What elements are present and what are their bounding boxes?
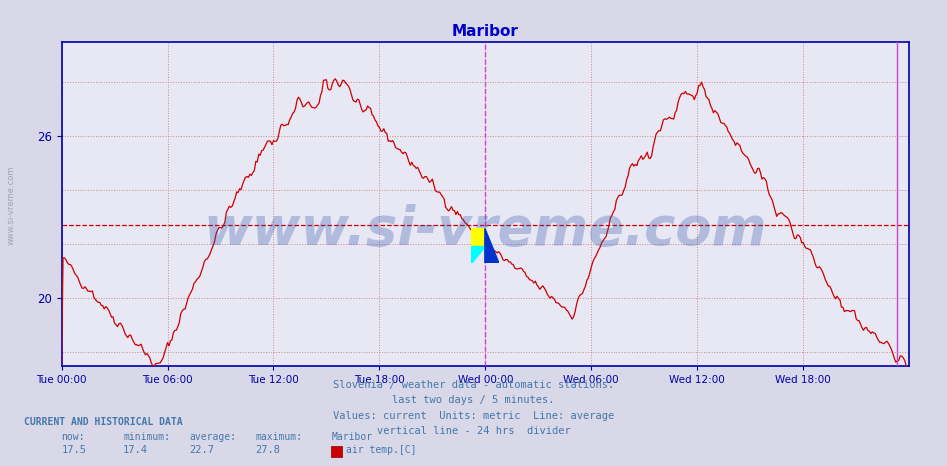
Polygon shape: [471, 228, 485, 246]
Text: minimum:: minimum:: [123, 432, 170, 442]
Text: average:: average:: [189, 432, 237, 442]
Text: maximum:: maximum:: [256, 432, 303, 442]
Text: 27.8: 27.8: [256, 445, 280, 455]
Text: 17.4: 17.4: [123, 445, 148, 455]
Text: Slovenia / weather data - automatic stations.: Slovenia / weather data - automatic stat…: [333, 380, 614, 390]
Text: Values: current  Units: metric  Line: average: Values: current Units: metric Line: aver…: [333, 411, 614, 420]
Text: vertical line - 24 hrs  divider: vertical line - 24 hrs divider: [377, 426, 570, 436]
Text: now:: now:: [62, 432, 85, 442]
Polygon shape: [485, 228, 499, 263]
Polygon shape: [471, 246, 485, 263]
Text: www.si-vreme.com: www.si-vreme.com: [7, 165, 16, 245]
Text: Maribor: Maribor: [331, 432, 372, 442]
Text: 17.5: 17.5: [62, 445, 86, 455]
Text: 22.7: 22.7: [189, 445, 214, 455]
Text: air temp.[C]: air temp.[C]: [346, 445, 416, 455]
Text: www.si-vreme.com: www.si-vreme.com: [204, 204, 767, 256]
Title: Maribor: Maribor: [452, 24, 519, 40]
Text: CURRENT AND HISTORICAL DATA: CURRENT AND HISTORICAL DATA: [24, 417, 183, 427]
Text: last two days / 5 minutes.: last two days / 5 minutes.: [392, 395, 555, 405]
